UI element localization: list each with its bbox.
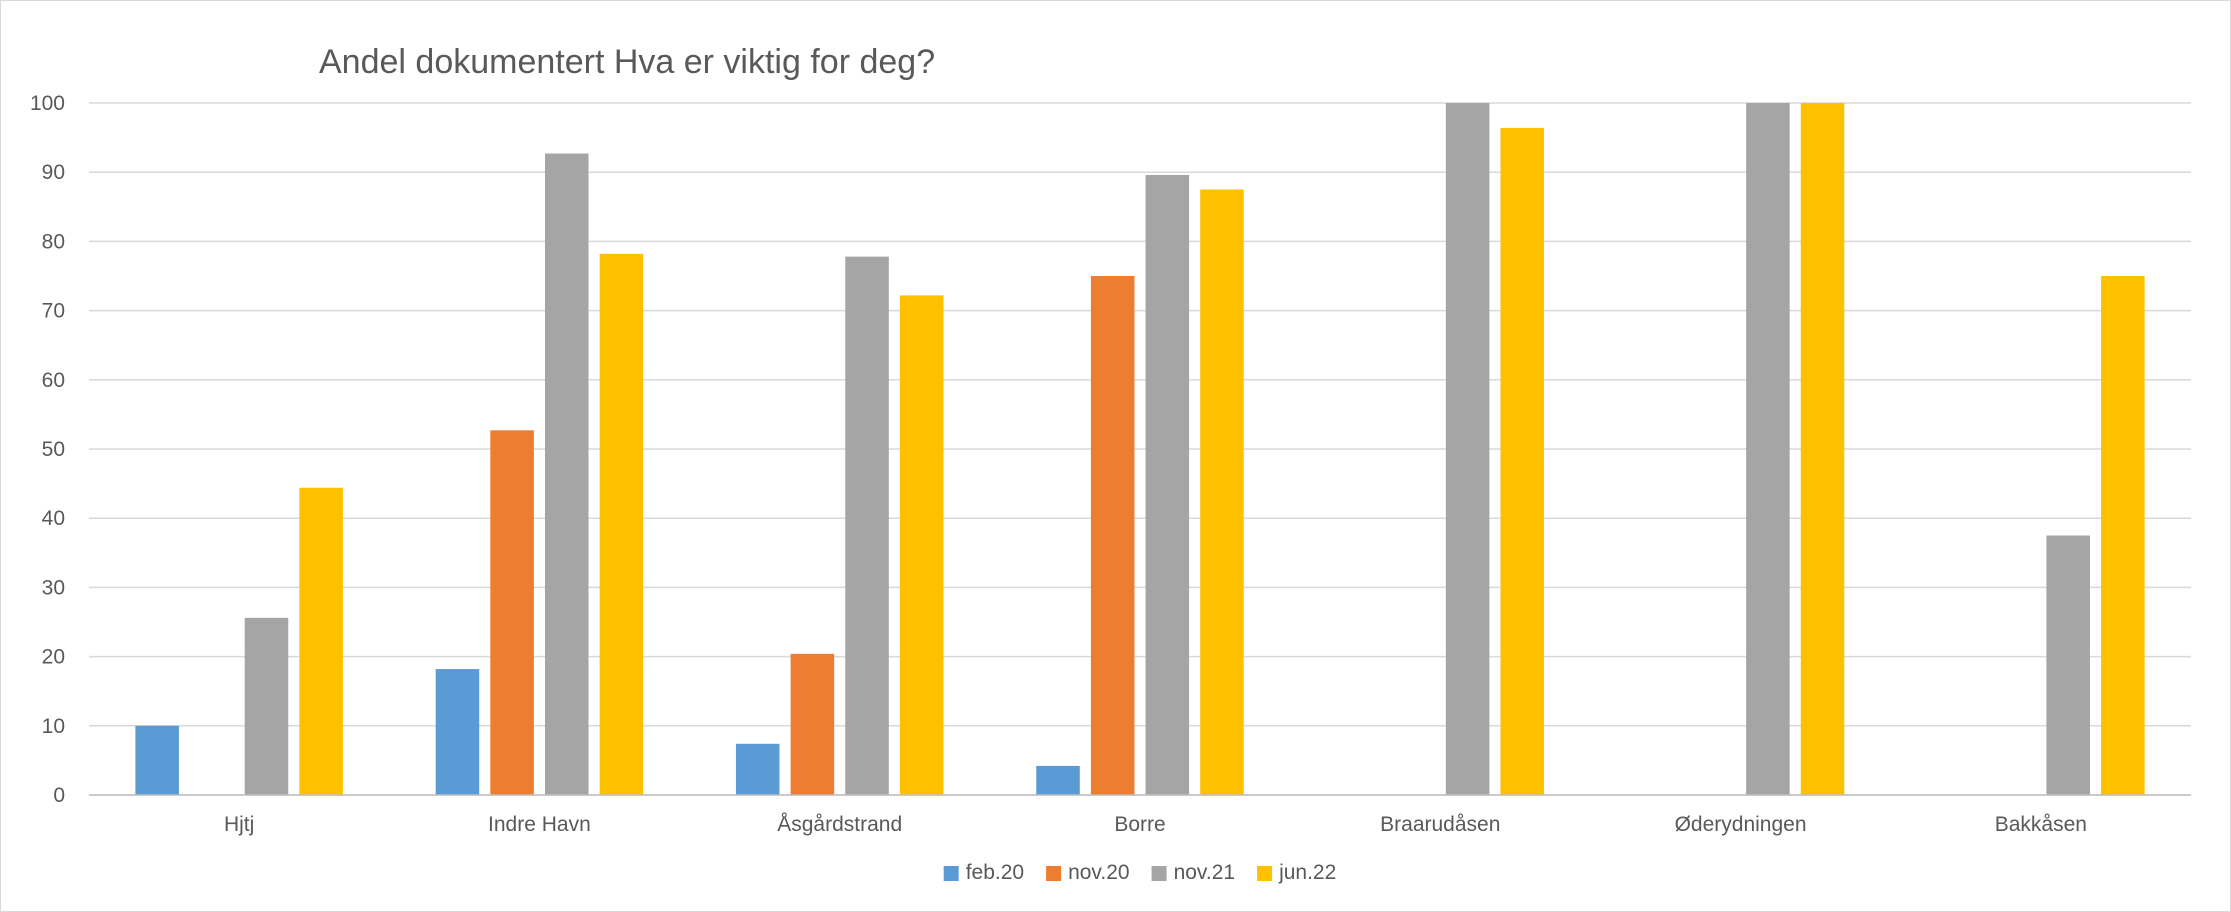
bars — [135, 103, 2145, 796]
gridlines — [89, 102, 2191, 796]
bar-nov-20-3 — [1090, 276, 1135, 795]
x-tick-label: Åsgårdstrand — [777, 813, 902, 836]
bar-nov-21-5 — [1746, 103, 1790, 795]
x-tick-label: Indre Havn — [488, 813, 591, 836]
bar-feb-20-0 — [135, 725, 179, 795]
y-tick-label: 0 — [53, 784, 65, 807]
bar-nov-21-1 — [544, 153, 589, 796]
y-tick-label: 90 — [42, 161, 65, 184]
bar-jun-22-0 — [299, 487, 343, 795]
bar-jun-22-2 — [899, 295, 944, 795]
legend-label: nov.21 — [1174, 861, 1236, 884]
legend-swatch — [1257, 866, 1273, 881]
bar-nov-21-3 — [1145, 174, 1190, 795]
bar-jun-22-4 — [1500, 127, 1545, 796]
chart-title: Andel dokumentert Hva er viktig for deg? — [319, 43, 935, 81]
legend-label: nov.20 — [1068, 861, 1130, 884]
bar-nov-20-2 — [790, 653, 835, 795]
y-tick-label: 20 — [42, 646, 65, 669]
legend-swatch — [943, 866, 959, 881]
x-tick-label: Bakkåsen — [1995, 813, 2087, 836]
bar-nov-21-0 — [244, 617, 289, 795]
y-tick-label: 30 — [42, 576, 65, 599]
bar-feb-20-2 — [735, 743, 780, 795]
x-tick-label: Øderydningen — [1675, 813, 1807, 836]
y-tick-label: 50 — [42, 438, 65, 461]
legend-swatch — [1151, 866, 1167, 881]
y-tick-label: 40 — [42, 507, 65, 530]
y-tick-label: 60 — [42, 369, 65, 392]
y-tick-label: 10 — [42, 715, 65, 738]
legend-swatch — [1046, 866, 1062, 881]
x-tick-label: Hjtj — [224, 813, 254, 836]
bar-feb-20-3 — [1036, 765, 1080, 795]
bar-jun-22-5 — [1800, 103, 1845, 795]
bar-jun-22-3 — [1200, 189, 1244, 795]
legend-label: feb.20 — [966, 861, 1024, 884]
axes: 0 10 20 30 40 50 60 70 80 90 100 Hjtj Indre Havn Åsgå… — [30, 92, 2191, 836]
bar-feb-20-1 — [435, 669, 480, 795]
bar-jun-22-6 — [2101, 276, 2145, 795]
bar-nov-21-6 — [2046, 535, 2090, 795]
x-tick-label: Braarudåsen — [1380, 813, 1500, 836]
bar-jun-22-1 — [599, 253, 644, 795]
y-tick-label: 80 — [42, 230, 65, 253]
y-tick-label: 100 — [30, 92, 65, 115]
bar-nov-21-2 — [845, 256, 889, 795]
bar-nov-21-4 — [1445, 103, 1490, 795]
y-tick-label: 70 — [42, 300, 65, 323]
legend-label: jun.22 — [1278, 861, 1336, 884]
legend: feb.20 nov.20 nov.21 jun.22 — [943, 861, 1336, 884]
x-tick-label: Borre — [1114, 813, 1165, 836]
bar-nov-20-1 — [490, 430, 534, 795]
